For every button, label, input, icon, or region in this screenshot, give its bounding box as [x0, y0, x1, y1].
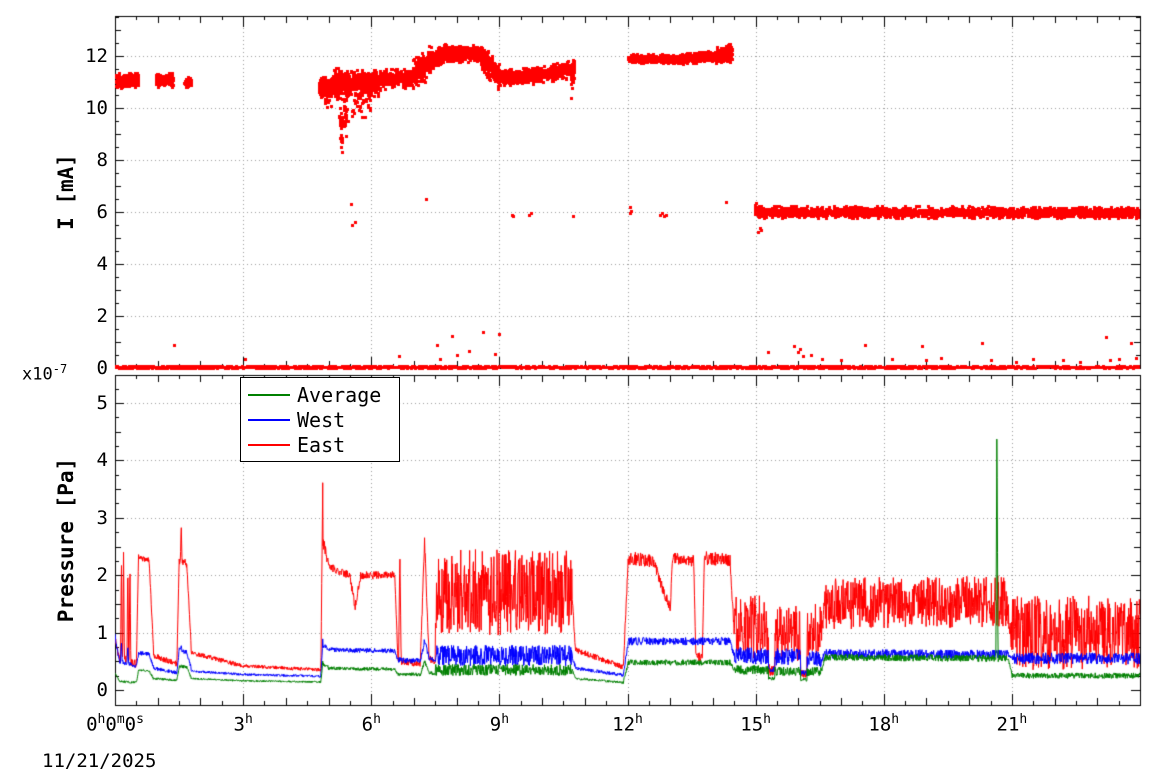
pressure-y-tick-label: 0	[96, 679, 108, 701]
legend-entry-west: West	[241, 407, 399, 432]
time-x-tick-label: 12h	[612, 712, 643, 736]
current-y-tick-label: 8	[96, 149, 108, 171]
pressure-axis-multiplier: x10-7	[22, 362, 67, 385]
current-y-tick-label: 6	[96, 201, 108, 223]
time-x-tick-label: 6h	[361, 712, 381, 736]
time-x-tick-label: 18h	[868, 712, 900, 736]
time-x-tick-label: 9h	[489, 712, 510, 736]
current-axis-title: I [mA]	[54, 154, 78, 230]
legend-label-east: East	[297, 432, 346, 457]
pressure-y-tick-label: 3	[96, 506, 108, 529]
pressure-y-tick-label: 4	[96, 449, 108, 472]
pressure-y-tick-label: 2	[96, 564, 108, 587]
pressure-y-tick-label: 5	[96, 392, 108, 414]
legend-label-average: Average	[297, 382, 382, 407]
time-x-tick-label: 0h0m0s	[86, 712, 144, 736]
average-line-sample	[248, 393, 290, 396]
time-x-tick-label: 3h	[233, 712, 253, 736]
time-x-tick-label: 21h	[996, 712, 1028, 736]
current-y-tick-label: 4	[96, 253, 108, 275]
legend-entry-average: Average	[241, 382, 399, 407]
date-label: 11/21/2025	[42, 750, 157, 772]
current-y-tick-label: 12	[85, 45, 108, 67]
time-x-tick-label: 15h	[740, 712, 771, 736]
legend-entry-east: East	[241, 432, 399, 457]
current-y-tick-label: 10	[85, 97, 108, 119]
pressure-axis-title: Pressure [Pa]	[54, 457, 78, 623]
multiplier-exponent: -7	[52, 362, 68, 376]
pressure-y-tick-label: 1	[96, 621, 108, 644]
current-y-tick-label: 2	[96, 305, 108, 327]
current-y-tick-label: 0	[96, 357, 108, 379]
east-line-sample	[248, 443, 290, 446]
multiplier-base: x10	[22, 364, 53, 385]
legend-label-west: West	[297, 407, 346, 432]
legend: Average West East	[240, 377, 400, 462]
west-line-sample	[248, 418, 290, 421]
